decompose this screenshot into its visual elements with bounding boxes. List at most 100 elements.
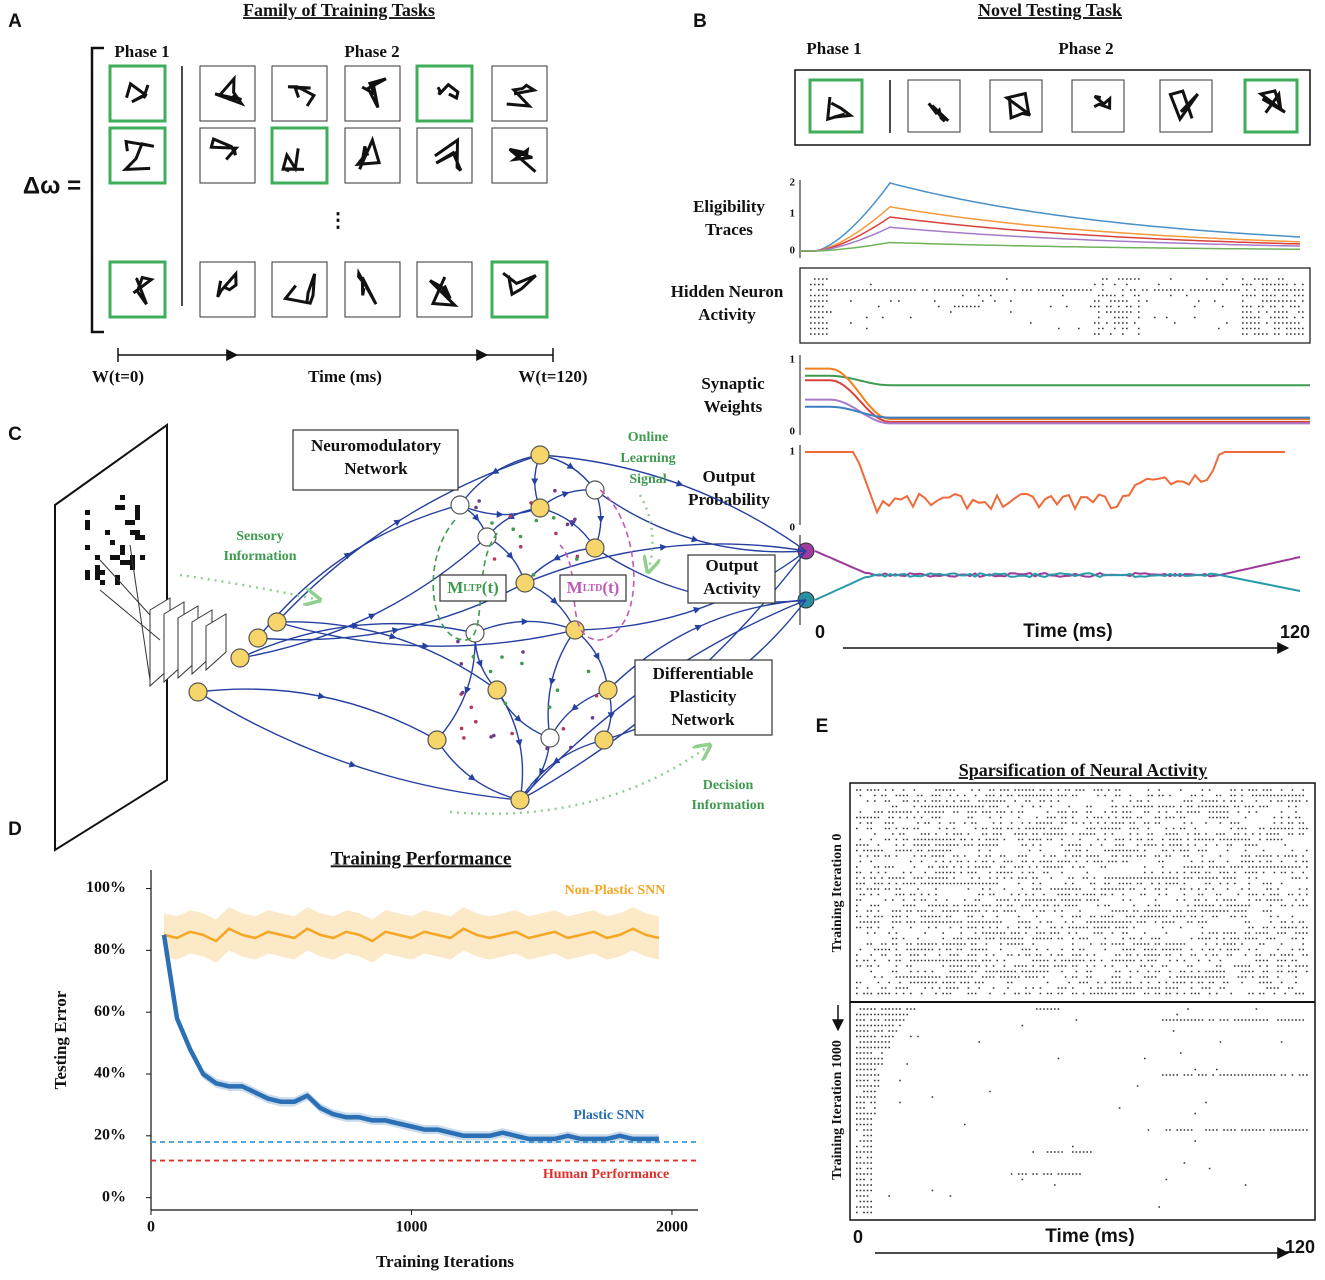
label: Neuromodulatory (311, 436, 442, 455)
pixel (100, 580, 105, 585)
label: Weights (704, 397, 763, 416)
modulator-dot (456, 639, 460, 644)
weight-line (805, 367, 1310, 420)
label-box (687, 554, 776, 604)
modulator-dot (459, 726, 464, 731)
axis-label: 0 (815, 622, 825, 642)
y-tick-label: 0% (102, 1188, 126, 1205)
phase-label: Phase 1 (806, 39, 861, 58)
edge-arrow (468, 773, 476, 781)
subscript: LTP (463, 583, 482, 594)
modulator-dot (565, 522, 570, 527)
edge-arrow (491, 467, 500, 475)
conv-layer (205, 613, 227, 672)
modulator-dot (547, 705, 552, 709)
pixel (120, 560, 125, 565)
reference-label: Human Performance (543, 1167, 669, 1182)
axis-label: Time (ms) (308, 367, 382, 386)
pixel (135, 510, 140, 515)
tick-label: 0 (790, 245, 796, 257)
edge-arrow (607, 712, 615, 720)
edge-arrow (552, 554, 561, 561)
modulator-dot (471, 654, 476, 659)
edge-arrow (539, 767, 546, 776)
edge-arrow (597, 516, 605, 523)
edge-arrow (475, 659, 483, 668)
y-tick-label: 60% (94, 1003, 126, 1020)
label: Eligibility (693, 197, 765, 216)
panel-title: Sparsification of Neural Activity (959, 760, 1207, 780)
pixel (85, 575, 90, 580)
ltp-box-text: MLTP(t) (447, 578, 499, 597)
character-glyph (508, 146, 537, 173)
tick-label: 0 (790, 426, 796, 438)
weight-line (805, 405, 1310, 419)
neuron (487, 680, 507, 700)
character-box (199, 65, 256, 122)
character-box (199, 127, 256, 184)
neuron (594, 730, 614, 750)
series-line (161, 934, 659, 1142)
pixel (135, 530, 140, 535)
character-glyph (428, 276, 459, 308)
pixel (115, 575, 120, 580)
network-edge (436, 739, 521, 801)
edge-arrow (472, 513, 480, 522)
network-edge (197, 688, 438, 741)
edge-arrow (391, 627, 400, 635)
edge-arrow (348, 760, 357, 768)
character-glyph (209, 137, 240, 161)
pixel (120, 550, 125, 555)
neuron (248, 628, 268, 648)
character-glyph (121, 139, 155, 172)
label: Sensory (236, 529, 283, 544)
trace-line (800, 226, 1301, 252)
edge-arrow (368, 613, 376, 620)
phase-label: Phase 2 (344, 42, 399, 61)
pixel (140, 555, 145, 560)
edge-arrow (552, 757, 561, 764)
pixel (120, 545, 125, 550)
pixel (110, 540, 115, 545)
y-tick-label: 80% (94, 941, 126, 958)
character-glyph (354, 135, 382, 170)
y-tick-label: 100% (86, 879, 126, 896)
modulator-dot (492, 557, 497, 561)
pixel (135, 515, 140, 520)
character-glyph (361, 77, 387, 109)
edge-arrow (561, 491, 570, 498)
subscript: LTD (583, 583, 603, 594)
modulator-dot (510, 731, 514, 736)
modulator-dot (477, 499, 482, 503)
neuron (230, 648, 250, 668)
pixel (85, 510, 90, 515)
pixel (130, 565, 135, 570)
symbol: M (567, 578, 583, 597)
probability-line (805, 451, 1285, 515)
character-glyph (434, 137, 463, 172)
iteration-label: Training Iteration 0 (830, 834, 845, 953)
modulator-dot (511, 527, 515, 531)
character-glyph (1257, 89, 1286, 114)
phase-label: Phase 1 (114, 42, 169, 61)
panel-title: Family of Training Tasks (243, 0, 435, 20)
neuron (427, 730, 447, 750)
character-glyph (436, 82, 460, 101)
y-axis-label: Testing Error (51, 990, 70, 1089)
ltp-box (439, 574, 507, 602)
neuron (450, 495, 470, 515)
network-edge (519, 739, 605, 801)
edge-arrow (659, 543, 668, 551)
activity-line (814, 572, 1301, 601)
flow-arrow (449, 745, 710, 816)
pixel (135, 535, 140, 540)
flow-arrow (179, 573, 320, 600)
neuron (530, 445, 550, 465)
argument: (t) (482, 578, 499, 597)
modulator-dot (508, 514, 513, 519)
modulator-dot (492, 733, 496, 738)
ellipsis: ⋮ (328, 210, 348, 232)
label: Network (344, 459, 408, 478)
pixel (130, 520, 135, 525)
